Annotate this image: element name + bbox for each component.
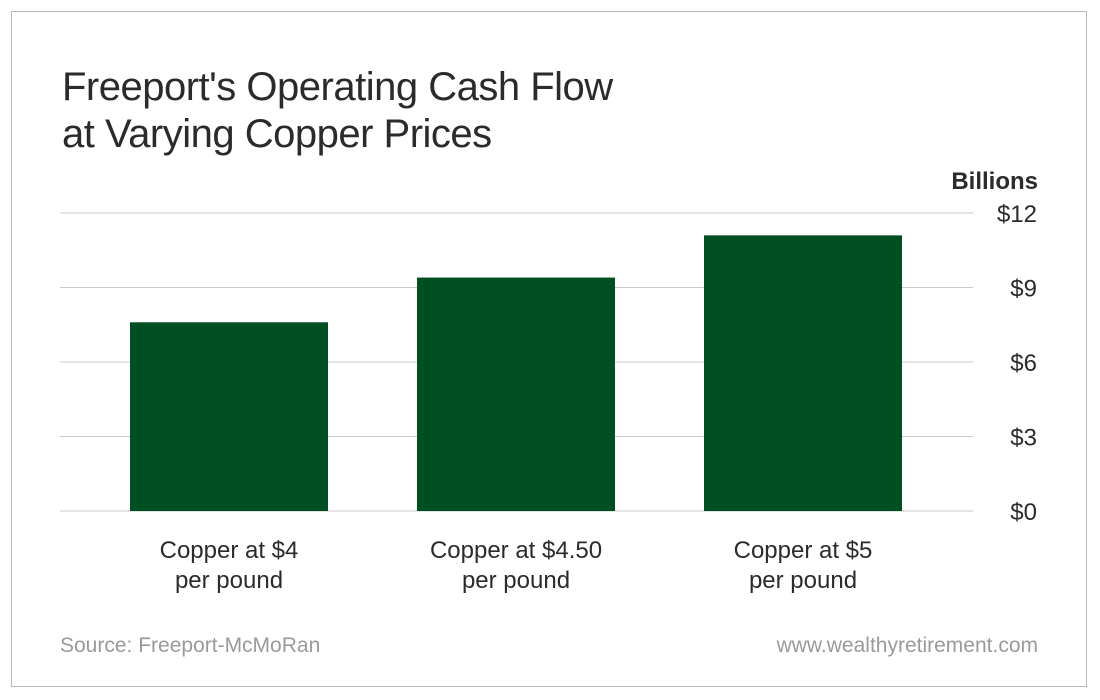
y-tick-labels: $0 $3 $6 $9 $12	[997, 201, 1037, 526]
chart-title-line-1: Freeport's Operating Cash Flow	[62, 65, 613, 109]
y-axis-unit-label: Billions	[951, 168, 1038, 195]
x-category-label: Copper at $4	[160, 537, 299, 564]
bar	[417, 277, 615, 511]
y-tick-label: $0	[1010, 499, 1037, 526]
y-tick-label: $6	[1010, 350, 1037, 377]
bar	[130, 322, 328, 511]
chart-title: Freeport's Operating Cash Flow at Varyin…	[62, 64, 862, 158]
chart-title-line-2: at Varying Copper Prices	[62, 112, 492, 156]
y-tick-label: $9	[1010, 276, 1037, 303]
x-category-label: per pound	[749, 567, 857, 594]
x-category-label: per pound	[462, 567, 570, 594]
x-category-labels: Copper at $4 per pound Copper at $4.50 per …	[160, 537, 873, 594]
source-note: Source: Freeport-McMoRan	[60, 634, 321, 657]
bar	[704, 235, 902, 511]
x-category-label: per pound	[175, 567, 283, 594]
y-tick-label: $3	[1010, 425, 1037, 452]
x-category-label: Copper at $4.50	[430, 537, 602, 564]
website-link[interactable]: www.wealthyretirement.com	[776, 634, 1038, 657]
y-tick-label: $12	[997, 201, 1037, 228]
x-category-label: Copper at $5	[734, 537, 873, 564]
bars	[130, 235, 902, 511]
